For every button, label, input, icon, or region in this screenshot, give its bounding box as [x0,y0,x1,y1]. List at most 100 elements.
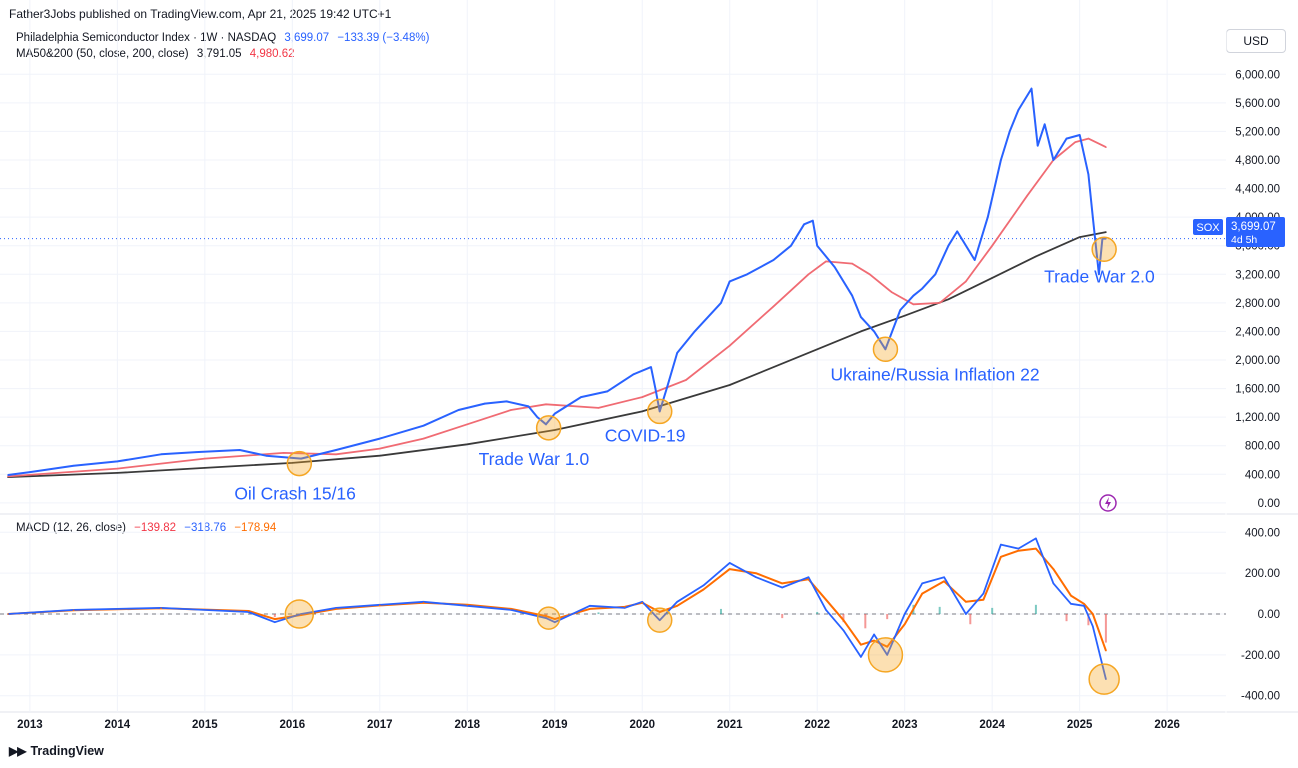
ma50-point [938,302,941,304]
x-tick-label: 2015 [192,719,218,731]
signal-point [676,605,679,607]
macd-highlight-circle [1088,663,1120,695]
macd-point [728,562,731,564]
ma50-point [825,260,827,263]
macd-highlight-circle [867,637,904,673]
signal-point [1035,547,1037,550]
sox-point [693,330,696,333]
signal-point [1000,556,1002,558]
macd-point [781,586,784,589]
annotation-label: Oil Crash 15/16 [234,484,356,504]
sox-point [545,423,547,426]
sox-point [606,390,609,393]
sox-point [505,400,508,403]
sox-point [632,373,635,376]
x-tick-label: 2019 [542,719,568,731]
price-tick-label: 5,200.00 [1235,126,1280,138]
signal-point [728,568,731,570]
macd-histogram-bar [864,614,867,629]
ma50-point [1105,146,1107,148]
ma50-point [510,409,512,411]
ma200-point [466,443,469,446]
highlight-circle [1091,236,1117,263]
price-tick-label: 4,400.00 [1235,184,1280,196]
sox-point [921,287,923,290]
signal-point [247,610,250,612]
sox-point [790,244,792,247]
sox-point [1043,123,1046,126]
macd-point [860,656,862,658]
ma200-point [860,330,862,333]
sox-point [899,309,902,311]
sox-point [720,302,722,304]
ma50-point [868,273,871,276]
ma50-point [1087,137,1090,140]
ma50-point [378,447,381,450]
annotation-label: Ukraine/Russia Inflation 22 [830,364,1039,384]
macd-tick-label: 200.00 [1245,568,1280,580]
ma50-point [422,437,425,440]
time-axis[interactable]: 2013 2014 2015 2016 2017 2018 2019 2020 2021 2022… [17,719,1180,731]
sox-point [956,230,958,233]
x-tick-label: 2023 [892,719,918,731]
ma50-point [116,467,119,470]
x-tick-label: 2017 [367,719,393,731]
price-axis[interactable]: 0.00 400.00 800.00 1,200.00 1,600.00 2,000.00… [1235,69,1280,702]
sox-point [851,294,854,297]
annotation-label: Trade War 1.0 [479,449,590,469]
highlight-circle [286,450,313,477]
macd-histogram-bar [781,614,784,619]
ma50-point [728,344,731,347]
ma50-point [1026,194,1028,197]
main-series-change: −133.39 (−3.48%) [337,32,430,44]
ma50-value: 3,791.05 [196,48,242,60]
macd-point [545,617,547,619]
macd-histogram-bar [886,614,889,620]
macd-highlight-circle [536,606,561,630]
macd-point [1052,582,1055,585]
macd-legend[interactable]: MACD (12, 26, close) −139.82 −318.76 −17… [16,522,281,534]
signal-point [807,578,810,581]
signal-point [641,601,644,604]
macd-tick-label: 0.00 [1258,609,1280,621]
signal-point [160,607,162,610]
macd-signal-value: −178.94 [234,522,277,534]
sox-point [973,259,976,261]
macd-line[interactable] [7,537,1107,680]
ma200-point [553,429,556,431]
sox-point [1030,87,1033,90]
x-tick-label: 2016 [280,719,306,731]
currency-button[interactable]: USD [1226,29,1286,53]
sox-point [654,387,657,390]
sox-point [803,223,805,226]
macd-histogram-bar [969,614,972,625]
macd-point [1083,605,1085,607]
price-tick-label: 5,600.00 [1235,98,1280,110]
ma200-point [903,314,906,317]
ma-legend[interactable]: MA50&200 (50, close, 200, close) 3,791.0… [16,48,300,60]
macd-histogram-bar [597,612,600,615]
ma200-series-line[interactable] [7,231,1107,478]
main-series-legend[interactable]: Philadelphia Semiconductor Index · 1W · … [16,32,434,44]
price-pane[interactable] [0,87,1226,478]
flash-icon[interactable] [1099,494,1117,512]
macd-histogram-bar [1065,614,1068,622]
tradingview-brand[interactable]: ▶▶ TradingView [9,744,104,758]
macd-histogram-bar [816,611,819,615]
macd-point [658,619,661,621]
sox-point [1065,137,1068,140]
macd-signal-line[interactable] [7,547,1107,651]
sox-point [29,471,31,473]
ma50-point [685,379,687,381]
price-tag-countdown: 4d 5h [1231,234,1257,246]
ma200-point [116,472,119,474]
sox-point [1017,109,1020,111]
macd-pane[interactable] [0,537,1226,680]
sox-point [1105,237,1107,240]
macd-point [886,654,888,656]
ma50-point [991,244,993,247]
sox-point [1087,173,1090,176]
ma50-point [890,291,893,293]
ma200-point [1105,231,1107,233]
